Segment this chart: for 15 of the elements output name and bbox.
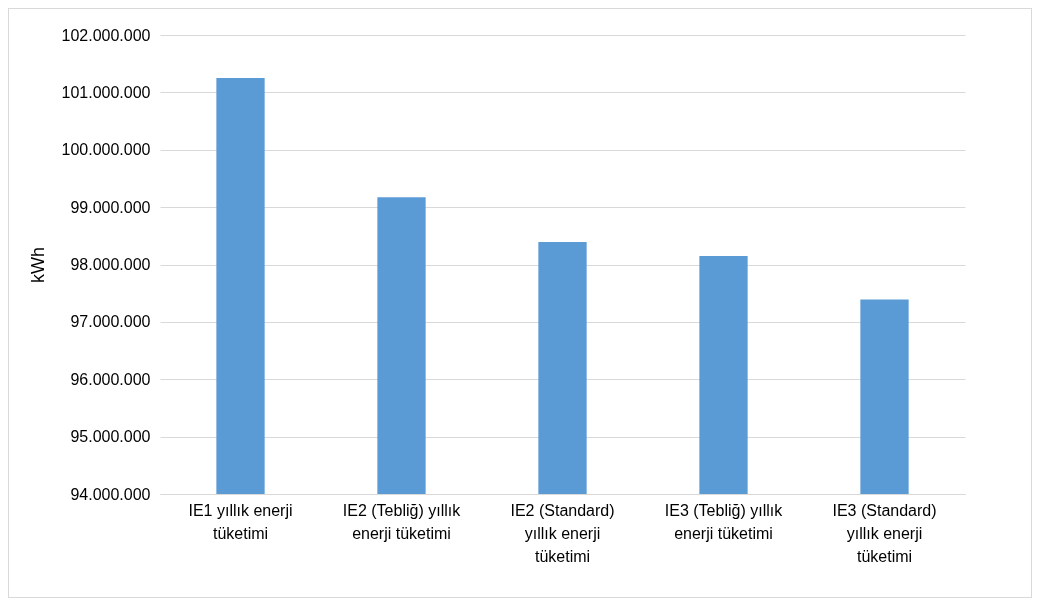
y-tick-label: 99.000.000 [70, 198, 151, 216]
y-tick-label: 101.000.000 [61, 83, 151, 101]
x-tick-label: IE3 (Standard) yıllık enerji tüketimi [832, 501, 937, 565]
y-tick-label: 102.000.000 [61, 26, 151, 44]
x-tick-label: IE3 (Tebliğ) yıllık enerji tüketimi [664, 501, 784, 542]
y-axis-title: kWh [27, 247, 48, 283]
x-tick-label: IE1 yıllık enerji tüketimi [188, 501, 293, 542]
x-tick-label: IE2 (Standard) yıllık enerji tüketimi [510, 501, 615, 565]
y-tick-label: 95.000.000 [70, 428, 151, 446]
y-tick-label: 98.000.000 [70, 256, 151, 273]
y-tick-label: 97.000.000 [70, 313, 151, 331]
x-tick-label: IE2 (Tebliğ) yıllık enerji tüketimi [342, 501, 462, 542]
y-tick-label: 96.000.000 [70, 370, 151, 388]
y-tick-label: 100.000.000 [61, 141, 151, 159]
y-tick-label: 94.000.000 [70, 485, 151, 503]
